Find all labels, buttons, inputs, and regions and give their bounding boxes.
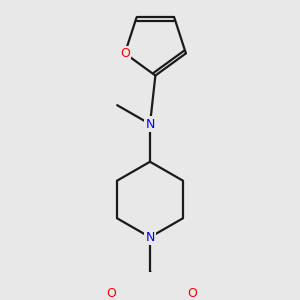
Text: N: N (145, 118, 155, 130)
Text: O: O (120, 47, 130, 60)
Text: O: O (187, 287, 197, 300)
Text: O: O (106, 287, 116, 300)
Text: N: N (145, 231, 155, 244)
